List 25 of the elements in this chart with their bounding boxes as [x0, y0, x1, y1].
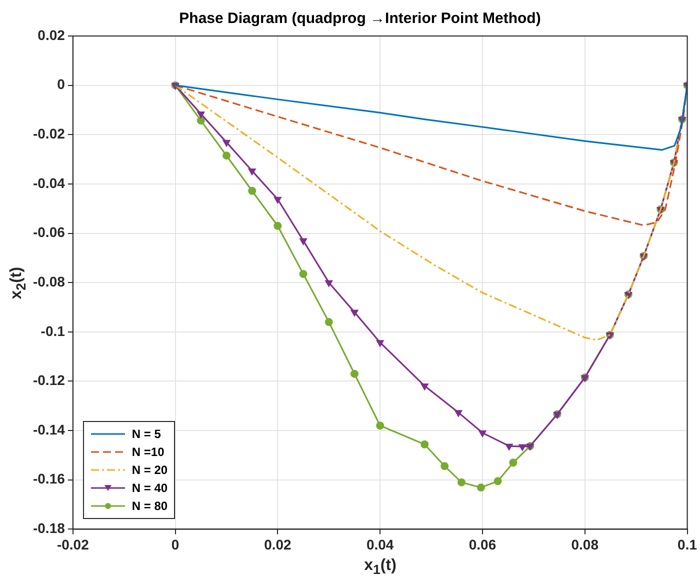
y-tick-label: -0.14 [32, 421, 66, 438]
x-tick-label: 0.04 [366, 536, 394, 552]
chart-title: Phase Diagram (quadprog →Interior Point Method) [179, 10, 541, 28]
legend-label: N = 80 [132, 499, 168, 514]
y-tick-label: -0.04 [32, 174, 66, 191]
y-tick-label: 0 [57, 76, 66, 92]
legend-label: N = 40 [132, 481, 168, 496]
legend-label: N = 20 [132, 463, 168, 478]
x-tick-label: 0.1 [678, 536, 698, 552]
legend-label: N = 5 [132, 427, 161, 442]
y-tick-label: -0.18 [32, 520, 66, 536]
y-tick-label: -0.1 [40, 322, 66, 339]
y-tick-label: 0.02 [38, 26, 66, 43]
y-tick-label: -0.16 [32, 470, 66, 487]
x-tick-label: 0.06 [468, 536, 496, 552]
x-tick-label: 0.08 [571, 536, 599, 552]
x-tick-label: -0.02 [56, 536, 90, 552]
x-tick-label: 0.02 [264, 536, 292, 552]
y-tick-label: -0.08 [32, 273, 66, 290]
y-tick-label: -0.12 [32, 372, 66, 388]
legend-label: N =10 [132, 445, 164, 460]
x-axis-title: x$_{1}$(t) [364, 557, 396, 578]
y-tick-label: -0.02 [32, 126, 66, 142]
y-tick-label: -0.06 [32, 224, 66, 240]
x-tick-label: 0 [171, 536, 180, 552]
